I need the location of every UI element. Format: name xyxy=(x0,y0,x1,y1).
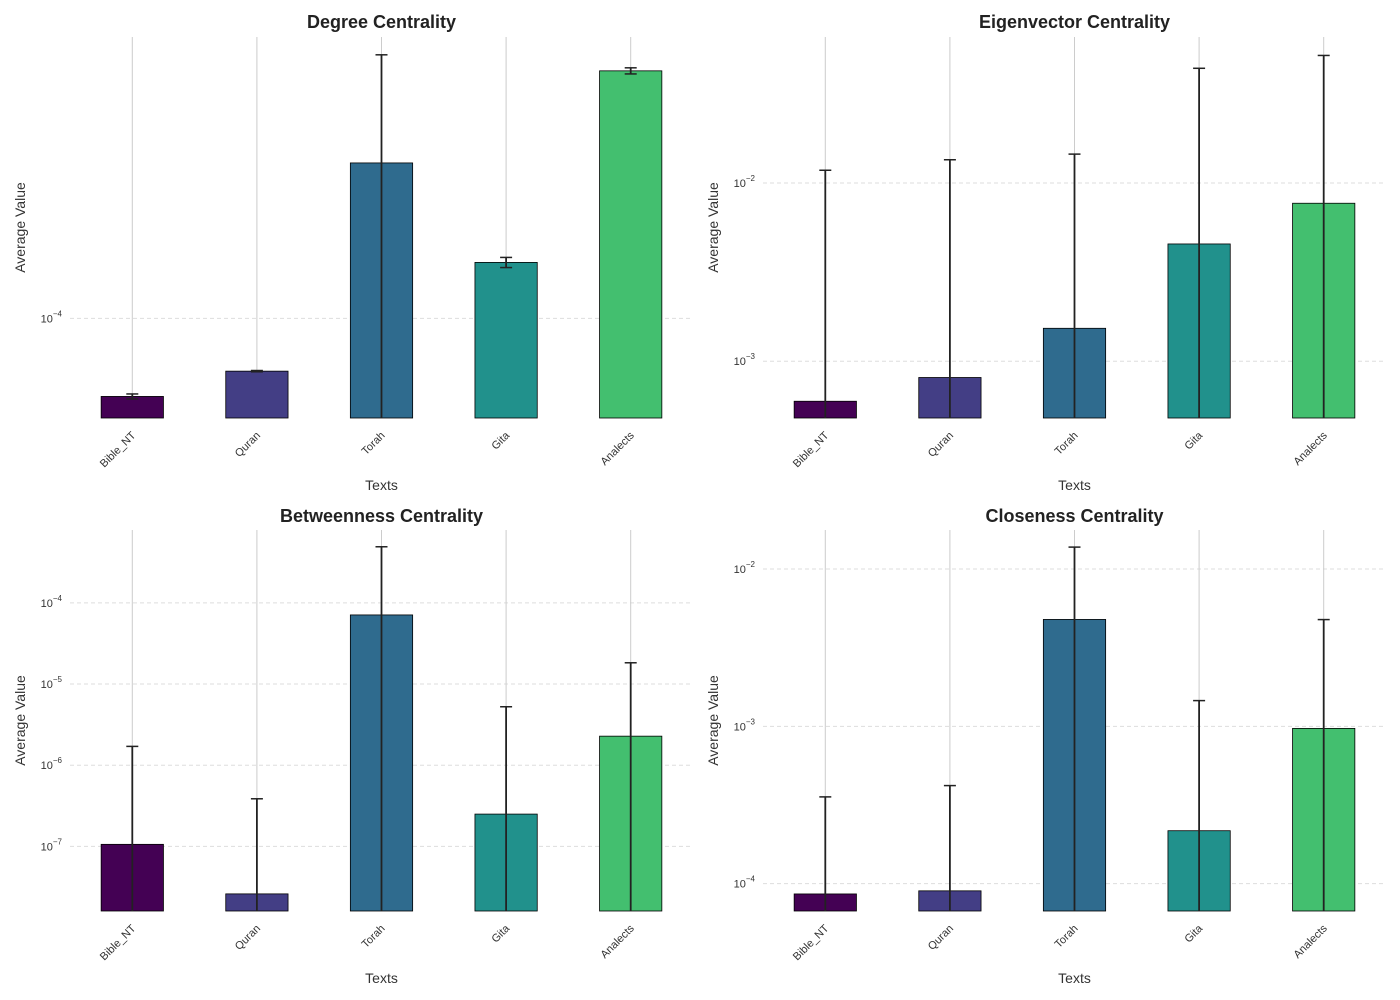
x-tick-label: Gita xyxy=(1182,429,1205,452)
x-axis-label: Texts xyxy=(365,970,398,986)
error-bar-Quran xyxy=(943,158,956,418)
y-axis-label: Average Value xyxy=(705,675,721,766)
error-bar-Gita xyxy=(1193,699,1206,911)
x-tick-label: Quran xyxy=(926,923,956,953)
y-tick-base: 10 xyxy=(734,564,746,576)
bar-Gita xyxy=(474,262,538,419)
x-tick-label: Bible_NT xyxy=(98,922,139,963)
x-axis-label: Texts xyxy=(1058,970,1091,986)
subplot-0: Degree Centrality 10−4 Bible_NT Quran Torah G… xyxy=(12,12,693,493)
error-bar-Quran xyxy=(250,798,263,911)
x-tick-label: Bible_NT xyxy=(98,429,139,470)
y-tick-exponent: −6 xyxy=(53,756,63,765)
y-tick-base: 10 xyxy=(41,598,53,610)
y-tick-exponent: −7 xyxy=(53,837,63,846)
error-bar-Analects xyxy=(624,662,637,911)
y-tick-label: 10−4 xyxy=(734,875,756,891)
y-tick-exponent: −2 xyxy=(746,560,756,569)
x-tick-label: Torah xyxy=(1053,430,1081,458)
y-tick-base: 10 xyxy=(41,679,53,691)
y-tick-base: 10 xyxy=(41,760,53,772)
error-bar-Bible_NT xyxy=(126,393,139,400)
x-axis-label: Texts xyxy=(1058,477,1091,493)
error-bar-Analects xyxy=(624,67,637,75)
x-tick-label: Analects xyxy=(598,429,637,468)
y-tick-label: 10−6 xyxy=(41,756,63,772)
y-tick-base: 10 xyxy=(734,879,746,891)
x-tick-label: Gita xyxy=(489,922,512,945)
y-tick-exponent: −3 xyxy=(746,352,756,361)
y-tick-label: 10−5 xyxy=(41,675,63,691)
y-tick-label: 10−2 xyxy=(734,174,756,190)
y-tick-label: 10−2 xyxy=(734,560,756,576)
error-bar-Torah xyxy=(375,54,388,418)
y-tick-label: 10−7 xyxy=(41,837,63,853)
x-axis-label: Texts xyxy=(365,477,398,493)
x-tick-label: Torah xyxy=(360,430,388,458)
y-axis-label: Average Value xyxy=(12,675,28,766)
y-axis-label: Average Value xyxy=(705,182,721,273)
error-bar-Gita xyxy=(500,256,513,269)
error-bar-Bible_NT xyxy=(819,169,832,418)
x-tick-label: Quran xyxy=(926,430,956,460)
y-tick-exponent: −4 xyxy=(53,309,63,318)
error-bar-Bible_NT xyxy=(819,796,832,911)
y-tick-label: 10−4 xyxy=(41,309,63,325)
error-bar-Gita xyxy=(1193,67,1206,418)
x-tick-label: Analects xyxy=(1291,429,1330,468)
y-tick-exponent: −3 xyxy=(746,717,756,726)
subplot-2: Betweenness Centrality10−710−610−510−4Bi… xyxy=(12,506,693,986)
y-tick-exponent: −4 xyxy=(746,875,756,884)
y-tick-exponent: −2 xyxy=(746,174,756,183)
chart-title: Degree Centrality xyxy=(307,12,456,32)
y-tick-base: 10 xyxy=(734,356,746,368)
x-tick-label: Quran xyxy=(233,430,263,460)
y-tick-exponent: −5 xyxy=(53,675,63,684)
y-tick-base: 10 xyxy=(734,178,746,190)
error-bar-Torah xyxy=(1068,546,1081,911)
y-tick-label: 10−3 xyxy=(734,717,756,733)
x-tick-label: Bible_NT xyxy=(791,922,832,963)
chart-title: Closeness Centrality xyxy=(985,506,1163,526)
subplot-3: Closeness Centrality10−410−310−2Bible_NT… xyxy=(705,506,1386,986)
bar-Quran xyxy=(225,370,289,419)
error-bar-Gita xyxy=(500,706,513,911)
error-bar-Quran xyxy=(943,784,956,911)
error-bar-Quran xyxy=(250,369,263,373)
x-tick-label: Analects xyxy=(1291,922,1330,961)
error-bar-Torah xyxy=(375,546,388,911)
x-tick-label: Torah xyxy=(360,923,388,951)
y-tick-base: 10 xyxy=(41,841,53,853)
x-tick-label: Gita xyxy=(489,429,512,452)
chart-title: Betweenness Centrality xyxy=(280,506,483,526)
error-bar-Analects xyxy=(1317,54,1330,418)
x-tick-label: Gita xyxy=(1182,922,1205,945)
bar-Analects xyxy=(599,70,663,419)
error-bar-Torah xyxy=(1068,153,1081,418)
y-tick-base: 10 xyxy=(41,313,53,325)
y-tick-exponent: −4 xyxy=(53,594,63,603)
error-bar-Bible_NT xyxy=(126,745,139,911)
x-tick-label: Torah xyxy=(1053,923,1081,951)
y-tick-base: 10 xyxy=(734,721,746,733)
chart-title: Eigenvector Centrality xyxy=(979,12,1170,32)
x-tick-label: Quran xyxy=(233,923,263,953)
y-tick-label: 10−3 xyxy=(734,352,756,368)
x-tick-label: Bible_NT xyxy=(791,429,832,470)
y-axis-label: Average Value xyxy=(12,182,28,273)
x-tick-label: Analects xyxy=(598,922,637,961)
y-tick-label: 10−4 xyxy=(41,594,63,610)
error-bar-Analects xyxy=(1317,618,1330,911)
